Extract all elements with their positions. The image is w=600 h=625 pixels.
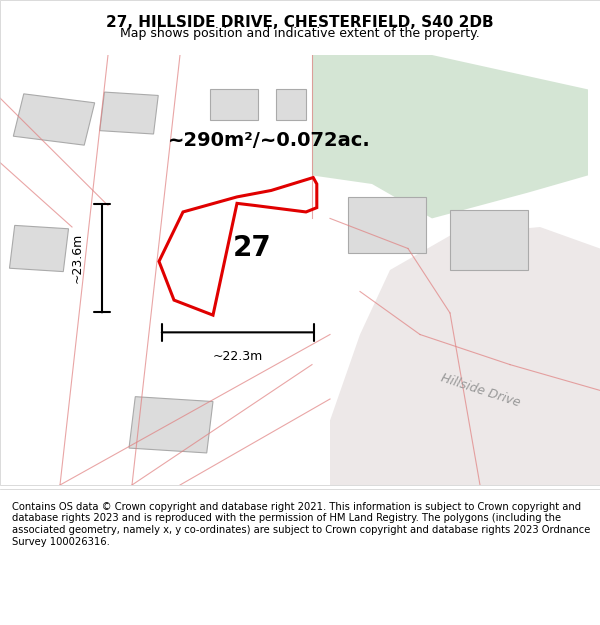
- Bar: [10, 226, 68, 272]
- Bar: [100, 92, 158, 134]
- Bar: [450, 210, 528, 270]
- Text: Contains OS data © Crown copyright and database right 2021. This information is : Contains OS data © Crown copyright and d…: [12, 502, 590, 547]
- Polygon shape: [312, 55, 588, 218]
- Bar: [129, 397, 213, 453]
- Text: Hillside Drive: Hillside Drive: [439, 371, 521, 409]
- Text: ~23.6m: ~23.6m: [71, 233, 84, 283]
- Text: 27, HILLSIDE DRIVE, CHESTERFIELD, S40 2DB: 27, HILLSIDE DRIVE, CHESTERFIELD, S40 2D…: [106, 16, 494, 31]
- Bar: [13, 94, 95, 145]
- Text: 27: 27: [233, 234, 271, 262]
- Text: Map shows position and indicative extent of the property.: Map shows position and indicative extent…: [120, 27, 480, 39]
- Bar: [210, 89, 258, 119]
- Text: ~22.3m: ~22.3m: [213, 349, 263, 362]
- Polygon shape: [330, 227, 600, 485]
- Text: ~290m²/~0.072ac.: ~290m²/~0.072ac.: [168, 131, 371, 151]
- Bar: [276, 89, 306, 119]
- Bar: [348, 197, 426, 252]
